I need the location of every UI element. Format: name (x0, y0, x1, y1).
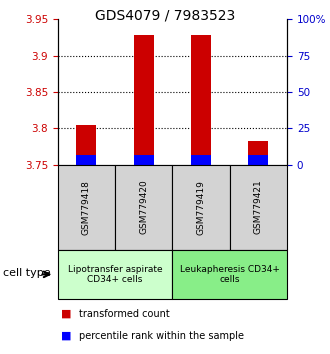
Bar (191, 155, 211, 165)
Text: GSM779421: GSM779421 (254, 180, 263, 234)
Text: GSM779420: GSM779420 (139, 180, 148, 234)
Text: GDS4079 / 7983523: GDS4079 / 7983523 (95, 9, 235, 23)
Text: percentile rank within the sample: percentile rank within the sample (79, 331, 244, 341)
Text: transformed count: transformed count (79, 308, 170, 319)
Bar (248, 155, 269, 165)
Text: GSM779419: GSM779419 (197, 179, 206, 235)
Bar (76, 125, 96, 155)
Text: ■: ■ (61, 331, 72, 341)
Text: Leukapheresis CD34+
cells: Leukapheresis CD34+ cells (180, 265, 280, 284)
Text: Lipotransfer aspirate
CD34+ cells: Lipotransfer aspirate CD34+ cells (68, 265, 162, 284)
Text: ■: ■ (61, 308, 72, 319)
Text: GSM779418: GSM779418 (82, 179, 91, 235)
Bar (248, 141, 269, 155)
Bar (134, 155, 154, 165)
Bar (191, 35, 211, 155)
Bar (76, 155, 96, 165)
Text: cell type: cell type (3, 268, 51, 278)
Bar (134, 35, 154, 155)
